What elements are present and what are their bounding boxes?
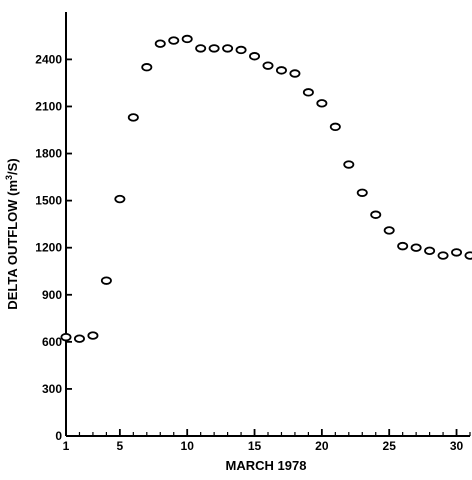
- y-tick-label: 900: [42, 288, 62, 302]
- y-axis-title-part: /S): [5, 158, 20, 175]
- data-point: [383, 226, 395, 235]
- data-point: [114, 194, 126, 204]
- data-point: [262, 61, 274, 70]
- data-point: [275, 66, 287, 75]
- data-point: [235, 45, 247, 55]
- data-point: [343, 160, 355, 169]
- data-point: [370, 210, 382, 219]
- x-tick-label: 10: [181, 439, 195, 453]
- data-point: [60, 332, 72, 342]
- data-point: [289, 69, 301, 78]
- y-tick-label: 2400: [35, 52, 62, 66]
- data-point: [195, 44, 207, 53]
- data-points: [60, 34, 472, 343]
- x-tick-label: 1: [63, 439, 70, 453]
- data-point: [437, 251, 449, 260]
- data-point: [451, 248, 463, 257]
- x-tick-label: 25: [383, 439, 397, 453]
- axis-titles: MARCH 1978 DELTA OUTFLOW (m3/S): [4, 158, 306, 473]
- y-tick-label: 2100: [35, 99, 62, 113]
- data-point: [208, 44, 220, 53]
- y-tick-label: 1200: [35, 241, 62, 255]
- data-point: [410, 243, 422, 252]
- data-point: [249, 52, 261, 61]
- data-point: [141, 63, 153, 72]
- x-axis-title: MARCH 1978: [226, 458, 307, 473]
- x-tick-label: 30: [450, 439, 464, 453]
- data-point: [424, 246, 436, 256]
- y-tick-label: 300: [42, 382, 62, 396]
- data-point: [73, 334, 85, 343]
- y-tick-label: 1500: [35, 194, 62, 208]
- axes: [65, 12, 470, 437]
- y-axis-title-part: DELTA OUTFLOW (m: [5, 180, 20, 310]
- data-point: [302, 88, 314, 97]
- y-axis-title-superscript: 3: [4, 175, 14, 180]
- x-tick-label: 20: [315, 439, 329, 453]
- data-point: [100, 276, 112, 285]
- data-point: [168, 36, 180, 45]
- x-tick-label: 5: [117, 439, 124, 453]
- data-point: [397, 241, 409, 251]
- data-point: [464, 251, 472, 260]
- y-tick-label: 600: [42, 335, 62, 349]
- y-axis-title: DELTA OUTFLOW (m3/S): [4, 158, 20, 309]
- x-tick-label: 15: [248, 439, 262, 453]
- y-tick-label: 1800: [35, 147, 62, 161]
- y-tick-label: 0: [55, 429, 62, 443]
- data-point: [329, 122, 341, 132]
- data-point: [356, 188, 368, 197]
- data-point: [87, 331, 99, 340]
- data-point: [154, 39, 166, 48]
- data-point: [181, 34, 193, 44]
- data-point: [316, 99, 328, 108]
- data-point: [222, 44, 234, 53]
- data-point: [127, 113, 139, 122]
